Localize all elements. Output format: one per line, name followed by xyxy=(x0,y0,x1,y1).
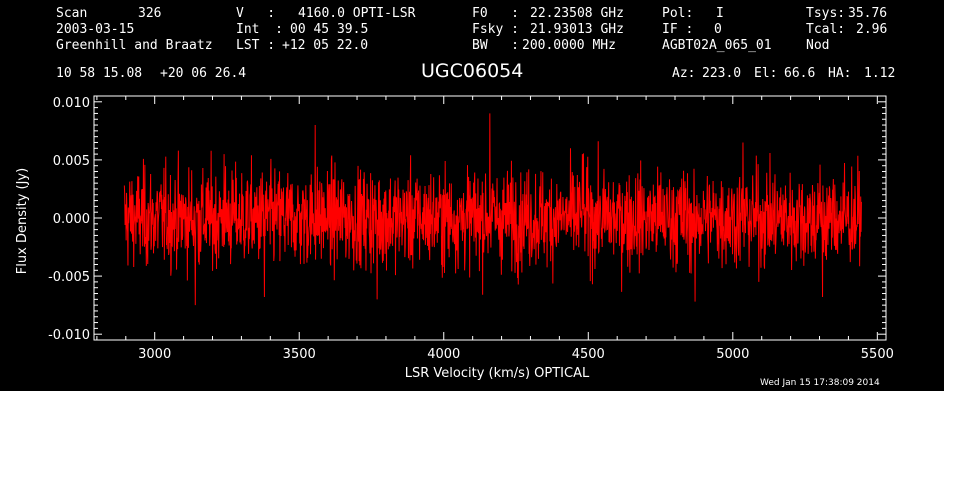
right-ascension: 10 58 15.08 xyxy=(56,66,143,81)
if-label: IF : xyxy=(662,22,694,37)
project-id: AGBT02A_065_01 xyxy=(662,38,772,53)
spectrum-series-group xyxy=(123,113,862,306)
polarization-value: I xyxy=(716,6,724,21)
y-tick-label: 0.010 xyxy=(53,96,90,111)
hour-angle-value: 1.12 xyxy=(864,66,896,81)
scan-value: 326 xyxy=(138,6,162,21)
x-tick-label: 4000 xyxy=(427,347,460,362)
y-tick-label: -0.010 xyxy=(48,328,90,343)
plot-panel: Scan 326 2003-03-15 Greenhill and Braatz… xyxy=(0,0,944,391)
scan-label: Scan xyxy=(56,6,88,21)
y-tick-label: 0.005 xyxy=(53,154,90,169)
hour-angle-label: HA: xyxy=(828,66,852,81)
y-tick-label: -0.005 xyxy=(48,270,90,285)
tsys-value: 35.76 xyxy=(848,6,888,21)
x-axis-label: LSR Velocity (km/s) OPTICAL xyxy=(405,366,590,381)
axes-group: 3000 3500 4000 4500 5000 5500 -0.010 -0.005 0.00… xyxy=(48,96,894,362)
integration-value: 00 45 39.5 xyxy=(290,22,369,37)
x-tick-label: 5500 xyxy=(861,347,894,362)
integration-label: Int : xyxy=(236,22,283,37)
declination: +20 06 26.4 xyxy=(160,66,247,81)
spectrum-chart: 3000 3500 4000 4500 5000 5500 -0.010 -0.005 0.00… xyxy=(15,95,894,381)
observer-names: Greenhill and Braatz xyxy=(56,38,213,53)
y-tick-label: 0.000 xyxy=(53,212,90,227)
footer-timestamp: Wed Jan 15 17:38:09 2014 xyxy=(760,378,880,388)
velocity-value: 4160.0 OPTI-LSR xyxy=(298,6,416,21)
lst-label: LST : xyxy=(236,38,276,53)
observation-date: 2003-03-15 xyxy=(56,22,135,37)
azimuth-label: Az: xyxy=(672,66,696,81)
object-name: UGC06054 xyxy=(421,60,524,82)
tcal-value: 2.96 xyxy=(856,22,888,37)
fsky-value: 21.93013 GHz xyxy=(530,22,624,37)
elevation-value: 66.6 xyxy=(784,66,816,81)
x-tick-label: 3500 xyxy=(283,347,316,362)
azimuth-value: 223.0 xyxy=(702,66,742,81)
spectrum-line xyxy=(123,113,862,306)
bandwidth-label: BW : xyxy=(472,38,519,53)
polarization-label: Pol: xyxy=(662,6,694,21)
x-tick-label: 3000 xyxy=(138,347,171,362)
y-axis-label: Flux Density (Jy) xyxy=(15,168,30,274)
f0-value: 22.23508 GHz xyxy=(530,6,624,21)
elevation-label: El: xyxy=(754,66,778,81)
if-value: 0 xyxy=(714,22,722,37)
tsys-label: Tsys: xyxy=(806,6,846,21)
f0-label: F0 : xyxy=(472,6,519,21)
velocity-label: V : xyxy=(236,6,276,21)
x-tick-label: 5000 xyxy=(716,347,749,362)
tcal-label: Tcal: xyxy=(806,22,846,37)
x-tick-label: 4500 xyxy=(572,347,605,362)
lst-value: +12 05 22.0 xyxy=(282,38,369,53)
fsky-label: Fsky : xyxy=(472,22,519,37)
observing-mode: Nod xyxy=(806,38,830,53)
bandwidth-value: 200.0000 MHz xyxy=(522,38,616,53)
